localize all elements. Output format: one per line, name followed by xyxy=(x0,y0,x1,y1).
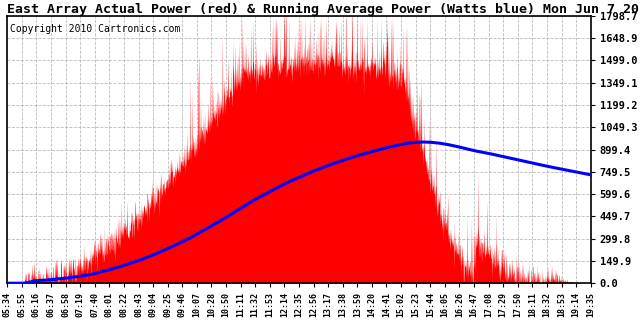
Text: East Array Actual Power (red) & Running Average Power (Watts blue) Mon Jun 7 20:: East Array Actual Power (red) & Running … xyxy=(7,3,640,16)
Text: Copyright 2010 Cartronics.com: Copyright 2010 Cartronics.com xyxy=(10,24,180,34)
